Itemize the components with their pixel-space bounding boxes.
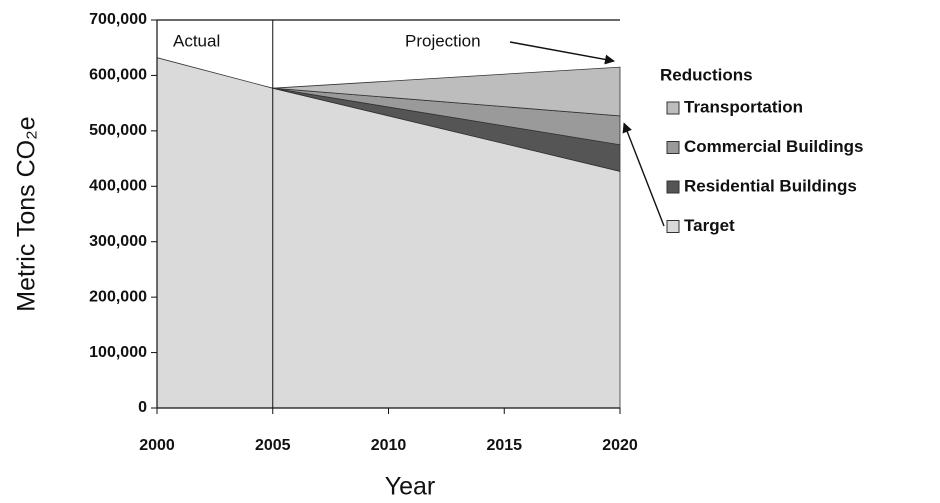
legend-label: Target <box>684 216 735 235</box>
y-tick-label: 300,000 <box>89 233 147 250</box>
y-tick-label: 400,000 <box>89 178 147 195</box>
y-tick-label: 600,000 <box>89 67 147 84</box>
x-tick-label: 2015 <box>486 437 522 454</box>
y-tick-label: 700,000 <box>89 11 147 28</box>
arrow <box>622 122 665 227</box>
x-tick-label: 2010 <box>371 437 407 454</box>
legend-label: Residential Buildings <box>684 176 857 195</box>
y-tick-label: 200,000 <box>89 288 147 305</box>
legend-label: Transportation <box>684 97 803 116</box>
y-tick-label: 0 <box>138 399 147 416</box>
annotation: Actual <box>173 31 220 50</box>
x-axis-title: Year <box>385 473 436 501</box>
x-tick-label: 2000 <box>139 437 175 454</box>
y-axis-title: Metric Tons CO₂e <box>13 116 41 311</box>
legend-swatch <box>666 180 680 194</box>
x-tick-label: 2005 <box>255 437 291 454</box>
annotation: Projection <box>405 31 481 50</box>
y-tick-label: 100,000 <box>89 344 147 361</box>
legend-swatch <box>666 141 680 154</box>
legend-swatch <box>666 220 680 233</box>
legend-title: Reductions <box>660 65 753 84</box>
area <box>272 66 621 117</box>
legend-label: Commercial Buildings <box>684 137 863 156</box>
legend-swatch <box>666 101 680 115</box>
arrow <box>509 41 615 65</box>
x-tick-label: 2020 <box>602 437 638 454</box>
y-tick-label: 500,000 <box>89 122 147 139</box>
